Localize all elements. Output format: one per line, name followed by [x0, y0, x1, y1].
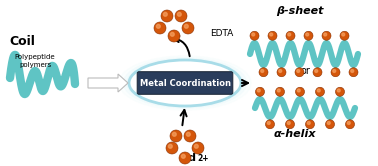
Circle shape — [333, 70, 336, 72]
Text: Polypeptide
polymers: Polypeptide polymers — [15, 54, 55, 68]
Circle shape — [186, 132, 190, 136]
Text: Metal Coordination: Metal Coordination — [139, 79, 231, 87]
Circle shape — [288, 33, 291, 36]
Circle shape — [259, 68, 268, 77]
Text: Cd: Cd — [180, 153, 196, 163]
Circle shape — [286, 31, 295, 40]
Circle shape — [182, 22, 194, 34]
Text: EDTA: EDTA — [210, 29, 233, 38]
Circle shape — [161, 10, 173, 22]
Circle shape — [297, 70, 300, 72]
Circle shape — [256, 87, 265, 96]
Circle shape — [184, 24, 188, 28]
Circle shape — [257, 89, 260, 92]
Circle shape — [306, 33, 309, 36]
Ellipse shape — [123, 58, 246, 108]
Circle shape — [340, 31, 349, 40]
Circle shape — [297, 89, 300, 92]
Circle shape — [181, 154, 185, 158]
Circle shape — [166, 142, 178, 154]
Circle shape — [287, 122, 290, 124]
Circle shape — [276, 87, 285, 96]
Circle shape — [316, 87, 324, 96]
Circle shape — [317, 89, 320, 92]
Circle shape — [331, 68, 340, 77]
Text: β-sheet: β-sheet — [276, 6, 324, 16]
Circle shape — [351, 70, 354, 72]
Text: or: or — [300, 66, 310, 76]
Circle shape — [307, 122, 310, 124]
Circle shape — [347, 122, 350, 124]
Circle shape — [296, 87, 305, 96]
Circle shape — [175, 10, 187, 22]
Circle shape — [324, 33, 327, 36]
Circle shape — [177, 12, 181, 16]
Circle shape — [315, 70, 318, 72]
Circle shape — [337, 89, 340, 92]
Circle shape — [170, 32, 174, 36]
Circle shape — [268, 31, 277, 40]
Circle shape — [322, 31, 331, 40]
Circle shape — [154, 22, 166, 34]
Circle shape — [285, 120, 294, 129]
Circle shape — [277, 68, 286, 77]
Circle shape — [277, 89, 280, 92]
Circle shape — [345, 120, 355, 129]
Circle shape — [168, 30, 180, 42]
Text: Coil: Coil — [9, 35, 35, 47]
Text: α-helix: α-helix — [274, 129, 316, 139]
Circle shape — [250, 31, 259, 40]
Circle shape — [169, 144, 172, 148]
Circle shape — [156, 24, 160, 28]
Circle shape — [313, 68, 322, 77]
Circle shape — [349, 68, 358, 77]
FancyArrow shape — [88, 74, 128, 92]
Circle shape — [304, 31, 313, 40]
Circle shape — [184, 130, 196, 142]
Circle shape — [261, 70, 264, 72]
Circle shape — [267, 122, 270, 124]
Ellipse shape — [127, 59, 243, 107]
Circle shape — [194, 144, 198, 148]
Ellipse shape — [119, 56, 251, 110]
Circle shape — [163, 12, 167, 16]
Text: 2+: 2+ — [197, 154, 209, 163]
Circle shape — [327, 122, 330, 124]
Circle shape — [270, 33, 273, 36]
Circle shape — [336, 87, 344, 96]
Circle shape — [192, 142, 204, 154]
Circle shape — [265, 120, 274, 129]
Circle shape — [305, 120, 314, 129]
Circle shape — [295, 68, 304, 77]
FancyBboxPatch shape — [137, 72, 233, 94]
Circle shape — [170, 130, 182, 142]
Circle shape — [252, 33, 255, 36]
Circle shape — [325, 120, 335, 129]
Circle shape — [279, 70, 282, 72]
Circle shape — [179, 152, 191, 164]
Circle shape — [342, 33, 345, 36]
Circle shape — [172, 132, 176, 136]
Ellipse shape — [129, 60, 241, 106]
